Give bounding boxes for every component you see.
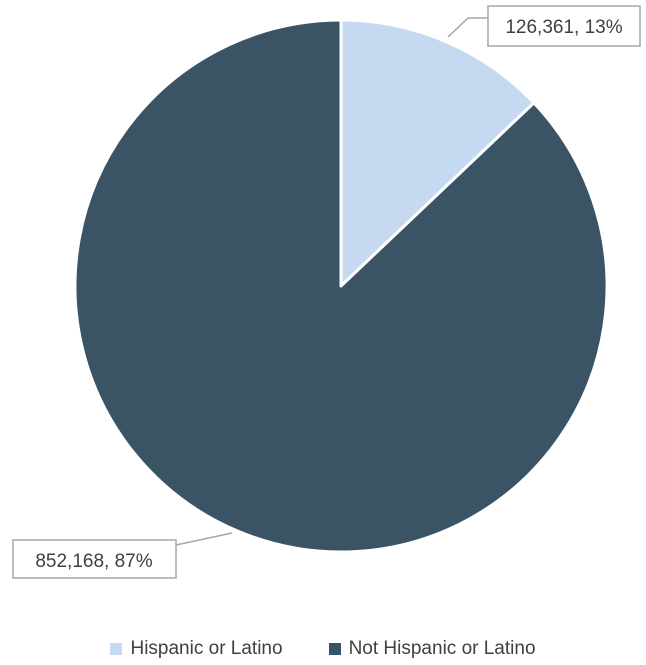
data-label-not-hispanic: 852,168, 87%	[12, 532, 233, 579]
data-label-hispanic: 126,361, 13%	[447, 5, 641, 47]
legend-item-hispanic: Hispanic or Latino	[110, 638, 283, 660]
legend-label-hispanic: Hispanic or Latino	[130, 638, 283, 659]
slice-not-hispanic	[73, 18, 609, 554]
legend-item-not-hispanic: Not Hispanic or Latino	[328, 638, 536, 660]
pie-chart: 126,361, 13% 852,168, 87%	[12, 5, 641, 579]
legend: Hispanic or Latino Not Hispanic or Latin…	[0, 636, 646, 662]
data-label-not-hispanic-text: 852,168, 87%	[35, 551, 152, 572]
legend-label-not-hispanic: Not Hispanic or Latino	[348, 638, 536, 659]
data-label-not-hispanic-box	[12, 539, 177, 579]
data-label-hispanic-box	[487, 5, 641, 47]
legend-swatch-not-hispanic	[328, 643, 341, 655]
data-label-not-hispanic-leader-line	[175, 532, 233, 546]
data-label-hispanic-leader-line	[447, 17, 488, 38]
slice-hispanic	[339, 18, 536, 288]
legend-swatch-hispanic	[110, 643, 123, 655]
data-label-hispanic-text: 126,361, 13%	[505, 17, 622, 38]
